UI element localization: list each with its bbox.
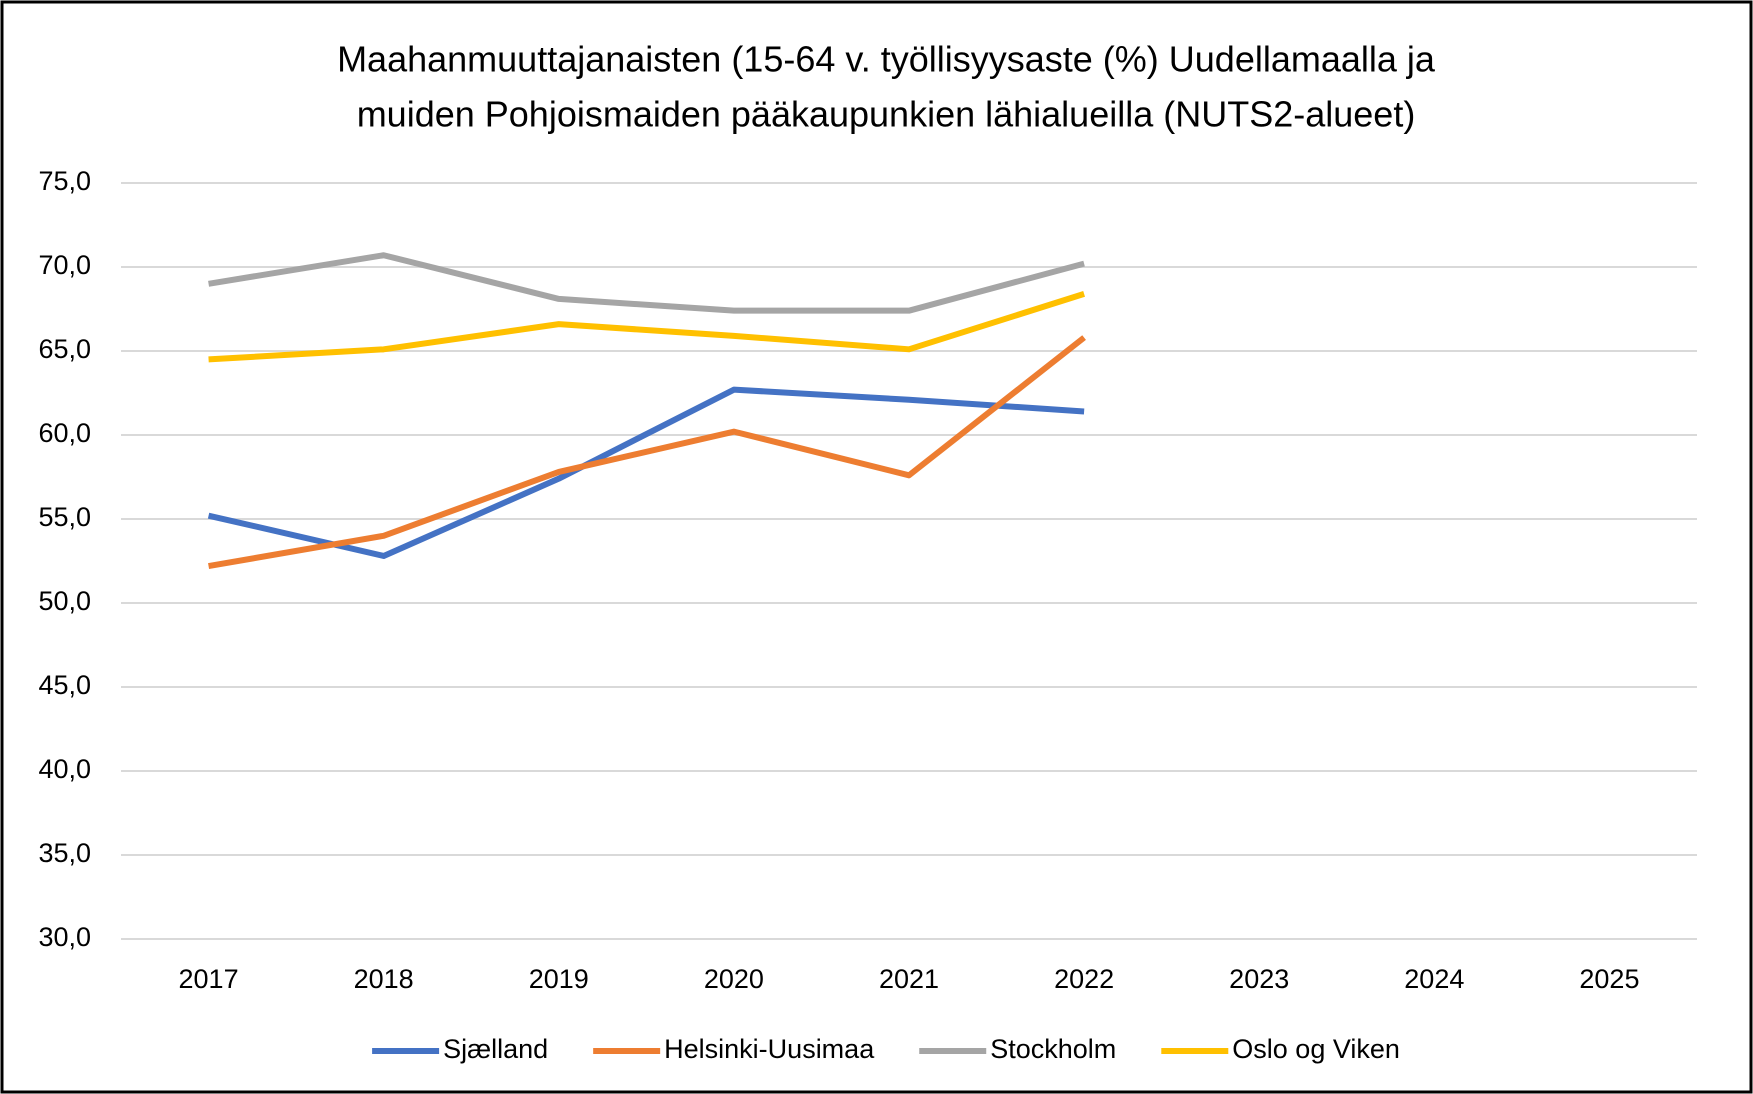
y-tick-label: 50,0: [38, 586, 91, 616]
y-tick-label: 30,0: [38, 922, 91, 952]
legend-label: Sjælland: [443, 1034, 548, 1064]
x-tick-label: 2023: [1229, 964, 1289, 994]
y-tick-label: 55,0: [38, 502, 91, 532]
y-tick-label: 75,0: [38, 166, 91, 196]
series-line: [208, 291, 1086, 363]
series-line: [208, 335, 1086, 569]
legend-label: Helsinki-Uusimaa: [664, 1034, 875, 1064]
legend-label: Stockholm: [990, 1034, 1116, 1064]
chart-title: muiden Pohjoismaiden pääkaupunkien lähia…: [357, 94, 1416, 135]
y-tick-label: 60,0: [38, 418, 91, 448]
y-tick-label: 65,0: [38, 334, 91, 364]
legend-label: Oslo og Viken: [1232, 1034, 1400, 1064]
x-tick-label: 2017: [179, 964, 239, 994]
y-tick-label: 70,0: [38, 250, 91, 280]
x-tick-label: 2019: [529, 964, 589, 994]
x-tick-label: 2024: [1404, 964, 1464, 994]
x-tick-label: 2018: [354, 964, 414, 994]
x-tick-label: 2020: [704, 964, 764, 994]
x-tick-label: 2021: [879, 964, 939, 994]
chart-title: Maahanmuuttajanaisten (15-64 v. työllisy…: [337, 39, 1436, 80]
y-tick-label: 45,0: [38, 670, 91, 700]
y-tick-label: 35,0: [38, 838, 91, 868]
series-line: [207, 386, 1085, 559]
x-tick-label: 2025: [1579, 964, 1639, 994]
y-tick-label: 40,0: [38, 754, 91, 784]
x-tick-label: 2022: [1054, 964, 1114, 994]
series-line: [208, 252, 1085, 314]
